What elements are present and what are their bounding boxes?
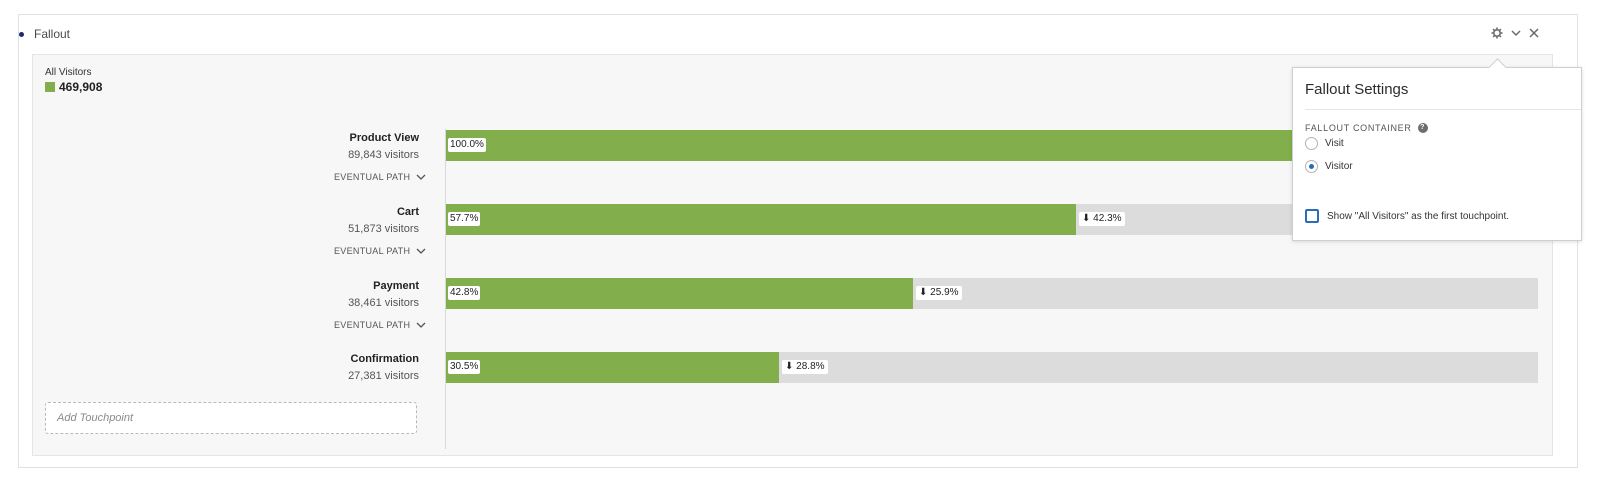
eventual-path-toggle[interactable]: EVENTUAL PATH bbox=[334, 320, 426, 330]
touchpoint-name[interactable]: Payment bbox=[373, 280, 419, 292]
chevron-down-icon[interactable] bbox=[1508, 25, 1524, 41]
drop-value: 25.9% bbox=[930, 287, 959, 298]
drop-label: ⬇ 42.3% bbox=[1079, 212, 1125, 226]
chevron-down-icon bbox=[416, 322, 426, 328]
eventual-path-label: EVENTUAL PATH bbox=[334, 246, 411, 256]
touchpoint-bar-fill bbox=[446, 204, 1076, 235]
axis-line bbox=[445, 129, 446, 449]
eventual-path-toggle[interactable]: EVENTUAL PATH bbox=[334, 172, 426, 182]
drop-label: ⬇ 25.9% bbox=[916, 286, 962, 300]
chevron-down-icon bbox=[416, 174, 426, 180]
eventual-path-toggle[interactable]: EVENTUAL PATH bbox=[334, 246, 426, 256]
segment-name: All Visitors bbox=[45, 67, 92, 78]
touchpoint-bar-track[interactable]: 42.8% ⬇ 25.9% bbox=[446, 278, 1538, 309]
fallout-visualization: All Visitors 469,908 Product View 89,843… bbox=[32, 54, 1553, 456]
radio-label: Visit bbox=[1325, 138, 1344, 149]
touchpoint-visitors: 89,843 visitors bbox=[348, 149, 419, 161]
touchpoint-name[interactable]: Confirmation bbox=[350, 353, 419, 365]
percent-label: 57.7% bbox=[448, 212, 481, 226]
percent-label: 30.5% bbox=[448, 360, 481, 374]
segment-swatch bbox=[45, 82, 55, 92]
container-label: FALLOUT CONTAINER ? bbox=[1305, 123, 1428, 133]
touchpoint-visitors: 38,461 visitors bbox=[348, 297, 419, 309]
radio-button[interactable] bbox=[1305, 137, 1318, 150]
eventual-path-label: EVENTUAL PATH bbox=[334, 172, 411, 182]
percent-label: 42.8% bbox=[448, 286, 481, 300]
touchpoint-visitors: 51,873 visitors bbox=[348, 223, 419, 235]
panel-header: Fallout bbox=[19, 15, 1577, 53]
drop-value: 28.8% bbox=[796, 361, 825, 372]
close-icon[interactable] bbox=[1526, 25, 1542, 41]
radio-button[interactable] bbox=[1305, 160, 1318, 173]
panel-dot-icon bbox=[19, 32, 24, 37]
gear-icon[interactable] bbox=[1489, 25, 1505, 41]
popover-divider bbox=[1305, 109, 1581, 110]
touchpoint-visitors: 27,381 visitors bbox=[348, 370, 419, 382]
add-touchpoint-input[interactable]: Add Touchpoint bbox=[45, 402, 417, 434]
touchpoint-bar-fill bbox=[446, 352, 779, 383]
segment-count: 469,908 bbox=[59, 80, 103, 94]
touchpoint-name[interactable]: Cart bbox=[396, 206, 419, 218]
show-all-visitors-checkbox[interactable] bbox=[1305, 209, 1319, 223]
help-icon[interactable]: ? bbox=[1417, 123, 1428, 133]
popover-title: Fallout Settings bbox=[1305, 81, 1409, 98]
chevron-down-icon bbox=[416, 248, 426, 254]
fallout-settings-popover: Fallout Settings FALLOUT CONTAINER ? Vis… bbox=[1292, 58, 1582, 241]
touchpoint-bar-track[interactable]: 30.5% ⬇ 28.8% bbox=[446, 352, 1538, 383]
radio-visitor[interactable]: Visitor bbox=[1305, 160, 1353, 173]
panel-title: Fallout bbox=[34, 27, 71, 41]
radio-visit[interactable]: Visit bbox=[1305, 137, 1344, 150]
radio-label: Visitor bbox=[1325, 161, 1353, 172]
percent-label: 100.0% bbox=[448, 138, 486, 152]
eventual-path-label: EVENTUAL PATH bbox=[334, 320, 411, 330]
drop-label: ⬇ 28.8% bbox=[782, 360, 828, 374]
show-all-visitors-label: Show "All Visitors" as the first touchpo… bbox=[1327, 210, 1509, 222]
show-all-visitors-option[interactable]: Show "All Visitors" as the first touchpo… bbox=[1305, 209, 1509, 223]
touchpoint-name[interactable]: Product View bbox=[349, 132, 419, 144]
container-label-text: FALLOUT CONTAINER bbox=[1305, 123, 1412, 133]
touchpoint-bar-fill bbox=[446, 278, 913, 309]
drop-value: 42.3% bbox=[1093, 213, 1122, 224]
